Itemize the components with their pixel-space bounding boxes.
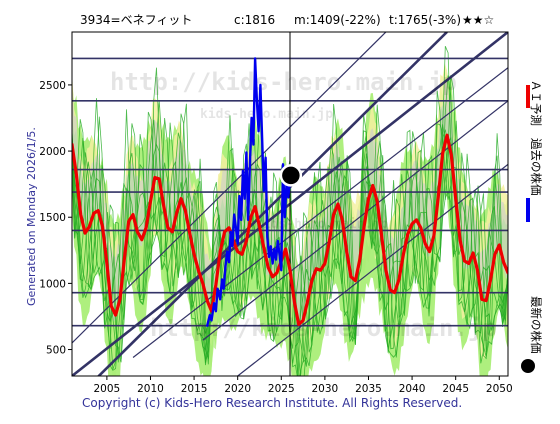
x-tick-label: 2045 [442, 383, 469, 395]
plot-frame [71, 31, 509, 377]
y-tick-label: 1500 [39, 212, 66, 224]
x-axis: 2005 2010 2015 2020 2025 2030 2035 2040 2045 2050 [94, 376, 513, 395]
copyright-text: Copyright (c) Kids-Hero Research Institu… [82, 396, 462, 410]
x-tick-label: 2035 [355, 383, 382, 395]
ai-forecast-line [72, 133, 508, 326]
x-tick-label: 2025 [268, 383, 295, 395]
x-tick-label: 2030 [312, 383, 339, 395]
y-tick-label: 2000 [39, 146, 66, 158]
legend-label-ai: ＡＩ予測 [529, 80, 543, 126]
x-tick-label: 2020 [224, 383, 251, 395]
trend-channel-line [132, 67, 508, 358]
trend-channel-line [237, 163, 508, 376]
plot-area: http://kids-hero.main.jp http://kids-hero… [72, 32, 508, 376]
legend-swatch-latest [521, 359, 535, 373]
x-tick-label: 2040 [399, 383, 426, 395]
y-tick-label: 1000 [39, 278, 66, 290]
watermark-text-small: kids-hero.main.jp [200, 107, 333, 122]
latest-price-marker-group [279, 164, 303, 187]
past-price-series [205, 57, 293, 327]
chart-title-code: 3934=ベネフィット [80, 13, 192, 27]
legend-label-past: 過去の株価 [529, 138, 543, 196]
chart-title-target: t:1765(-3%) [389, 13, 461, 27]
chart-title-current: c:1816 [234, 13, 275, 27]
x-tick-label: 2015 [181, 383, 208, 395]
y-tick-label: 2500 [39, 80, 66, 92]
x-tick-label: 2050 [486, 383, 513, 395]
trend-channel-line [96, 32, 448, 376]
chart-title-min: m:1409(-22%) [294, 13, 381, 27]
watermark-text-small: kids-hero.main.jp [255, 217, 388, 232]
trend-channel-line [72, 32, 387, 344]
latest-price-marker [279, 164, 303, 187]
trend-channel-line [202, 100, 508, 341]
y-tick-label: 500 [46, 345, 66, 357]
legend: ＡＩ予測 過去の株価 最新の株価 [521, 80, 543, 373]
legend-label-latest: 最新の株価 [529, 296, 543, 354]
past-price-line [205, 57, 293, 327]
x-tick-label: 2005 [94, 383, 121, 395]
watermark-text: http://kids-hero.main.jp [110, 68, 457, 96]
ai-forecast-series [72, 133, 508, 326]
generated-date-label: Generated on Monday 2026/1/5. [25, 127, 38, 306]
watermark-group: http://kids-hero.main.jp http://kids-hero… [110, 68, 497, 342]
x-tick-label: 2010 [137, 383, 164, 395]
y-axis: 500 1000 1500 2000 2500 [39, 80, 72, 357]
watermark-text: http://kids-hero.main.jp [150, 314, 497, 342]
chart-title-stars: ★★☆ [462, 13, 494, 27]
